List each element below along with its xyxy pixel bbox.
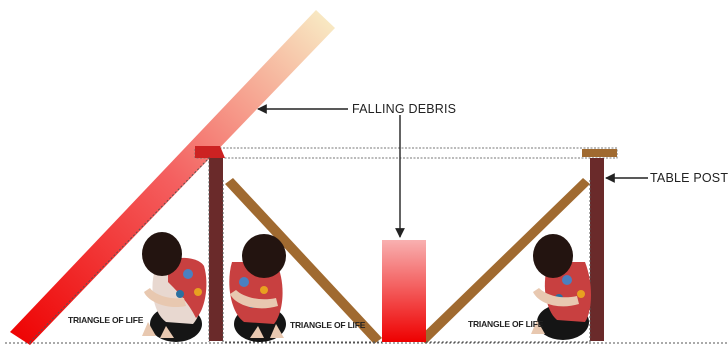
triangle-of-life-label-right: TRIANGLE OF LIFE [468,319,544,329]
table-post-left [209,158,223,341]
triangle-of-life-label-middle: TRIANGLE OF LIFE [290,320,366,330]
triangle-outlines [5,156,728,344]
triangle-of-life-label-left: TRIANGLE OF LIFE [68,315,144,325]
brace-beam-left [225,178,382,344]
crouching-person-left [142,232,207,342]
table-top-right-cap [582,149,617,157]
table-post-label: TABLE POST [650,171,728,185]
table-top-left-cap [195,146,225,158]
table-top [194,147,618,159]
crouching-person-right [531,234,591,340]
crouching-person-middle [229,234,286,342]
falling-debris-label: FALLING DEBRIS [352,102,456,116]
brace-beam-right [418,178,590,344]
falling-debris-block [382,240,426,342]
falling-debris-board [10,10,335,345]
table-post-right [590,158,604,341]
